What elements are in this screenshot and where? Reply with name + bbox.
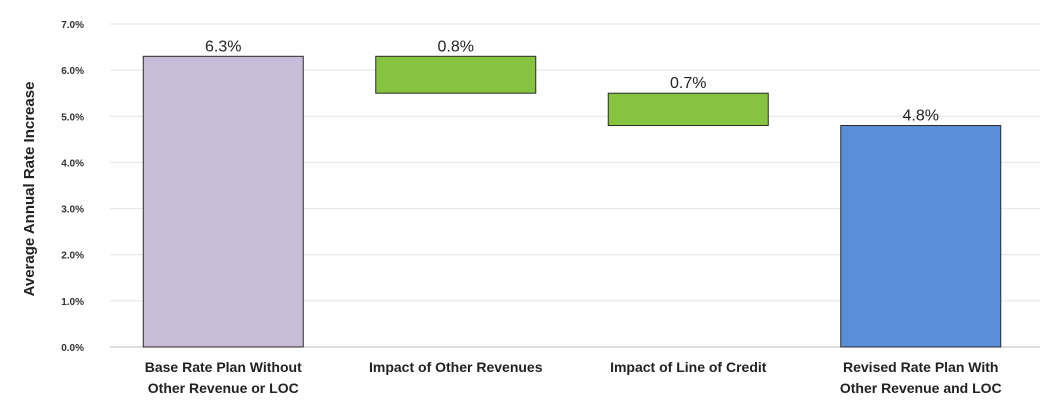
bar [375, 55, 537, 94]
x-category-label: Other Revenue or LOC [148, 380, 299, 396]
y-tick-label: 5.0% [61, 112, 84, 123]
data-labels: 6.3% 0.8% 0.7% 4.8% [205, 38, 939, 124]
bar [607, 92, 769, 127]
bars [142, 55, 1002, 348]
y-tick-label: 3.0% [61, 205, 84, 216]
y-tick-label: 4.0% [61, 158, 84, 169]
y-tick-label: 6.0% [61, 66, 84, 77]
y-axis-title: Average Annual Rate Increase [21, 82, 38, 297]
data-label: 6.3% [205, 38, 241, 55]
x-category-label: Impact of Line of Credit [610, 359, 767, 375]
x-category-label: Impact of Other Revenues [369, 359, 543, 375]
y-tick-label: 2.0% [61, 251, 84, 262]
x-category-label: Base Rate Plan Without [145, 359, 302, 375]
x-category-label: Other Revenue and LOC [840, 380, 1002, 396]
x-axis-categories: Base Rate Plan Without Other Revenue or L… [145, 359, 1002, 396]
y-tick-label: 0.0% [61, 343, 84, 354]
bar [142, 55, 304, 348]
x-category-label: Revised Rate Plan With [843, 359, 998, 375]
bar [840, 125, 1002, 348]
y-tick-label: 7.0% [61, 20, 84, 31]
data-label: 4.8% [903, 108, 939, 125]
data-label: 0.8% [438, 38, 474, 55]
data-label: 0.7% [670, 75, 706, 92]
y-axis-ticks: 0.0% 1.0% 2.0% 3.0% 4.0% 5.0% 6.0% 7.0% [61, 20, 84, 354]
y-tick-label: 1.0% [61, 297, 84, 308]
